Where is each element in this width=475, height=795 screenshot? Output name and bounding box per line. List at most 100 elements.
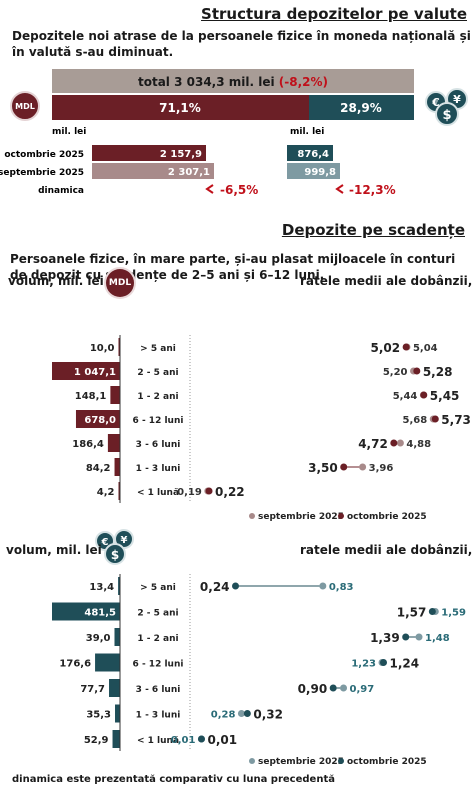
maturity-category-label: < 1 lună [137,488,179,498]
rate-label-oct: 0,90 [298,682,328,696]
volume-bar [114,458,120,476]
volume-bar [95,653,120,672]
mdl-share-label: 71,1% [159,101,201,115]
rate-label-sep: 4,88 [406,439,431,450]
fx-rates-label: ratele medii ale dobânzii, % [300,543,475,557]
svg-text:€: € [431,96,440,109]
maturity-category-label: < 1 lună [137,736,179,746]
down-arrow-icon [205,184,214,194]
rate-point-oct [379,659,387,666]
mdl-oct-value: 2 157,9 [160,149,202,160]
volume-value-label: 77,7 [80,684,105,695]
volume-value-label: 52,9 [84,735,109,746]
maturity-category-label: 3 - 6 luni [136,685,181,695]
rate-point-oct [205,487,213,495]
mdl-volume-label: volum, mil. lei [8,274,104,288]
mdl-maturity-chart: 10,0 > 5 ani 1 047,1 2 - 5 ani 148,1 1 - 2 an… [52,335,471,522]
mdl-share-bar [52,95,309,120]
legend-marker-oct [338,513,344,519]
volume-value-label: 35,3 [86,710,111,721]
svg-text:€: € [101,537,109,548]
fx-maturity-chart: 13,4 > 5 ani 481,5 2 - 5 ani 39,0 1 - 2 ani 17… [52,574,466,767]
volume-bar [110,386,120,404]
maturity-category-label: 6 - 12 luni [133,416,184,426]
fx-share-label: 28,9% [340,101,382,115]
volume-bar [118,577,120,595]
unit-mdl: mil. lei [52,127,86,137]
legend-label-oct: octombrie 2025 [347,757,427,767]
rate-point-oct [197,735,205,743]
rate-label-oct: 5,02 [371,341,401,355]
volume-value-label: 176,6 [59,659,91,670]
rate-label-sep: 0,28 [211,710,236,721]
total-bar [52,69,414,93]
rate-point-oct [232,582,240,590]
rate-point-sep [359,463,367,471]
svg-text:$: $ [111,548,119,562]
volume-value-label: 39,0 [86,633,111,644]
rate-label-sep: 5,68 [403,415,428,426]
rate-label-oct: 1,39 [370,631,400,645]
rate-label-sep: 5,44 [393,391,418,402]
rate-label-oct: 3,50 [308,461,338,475]
volume-bar [75,410,120,428]
maturity-category-label: 1 - 3 luni [136,711,181,721]
rate-label-sep: 5,20 [383,367,408,378]
rate-label-oct: 5,28 [423,365,453,379]
rate-point-oct [402,633,410,641]
legend-marker-oct [338,758,344,764]
rate-point-oct [340,463,348,471]
legend-label-sep: septembrie 2025 [258,512,344,522]
maturity-category-label: > 5 ani [140,344,176,354]
rate-point-oct [390,439,398,447]
fx-currency-icon: € ¥ $ [95,529,134,565]
volume-bar [115,704,120,723]
volume-bar [107,434,120,452]
down-arrow-icon [335,184,344,194]
maturity-category-label: 1 - 3 luni [136,464,181,474]
rate-label-sep: 3,96 [369,463,394,474]
volume-value-label: 13,4 [89,582,114,593]
rate-point-sep [415,633,423,641]
volume-bar [118,482,120,500]
row-label-oct: octombrie 2025 [4,150,84,160]
mdl-oct-bar [92,145,206,161]
volume-value-label: 84,2 [86,463,111,474]
maturity-category-label: > 5 ani [140,583,176,593]
mdl-sep-value: 2 307,1 [168,167,210,178]
rate-label-sep: 5,04 [413,343,438,354]
volume-bar [118,338,120,356]
volume-bar [52,602,120,621]
fx-dynamics: -12,3% [349,183,396,197]
volume-bar [112,730,120,748]
rate-label-sep: 1,48 [425,633,450,644]
rate-label-sep: 1,23 [351,659,376,670]
maturity-category-label: 6 - 12 luni [133,660,184,670]
structure-subtitle: Depozitele noi atrase de la persoanele f… [12,29,471,59]
rate-label-oct: 1,24 [389,657,419,671]
structure-chart: MDL total 3 034,3 mil. lei (-8,2%) 71,1%… [0,69,468,197]
mdl-badge-text: MDL [15,102,35,111]
unit-fx: mil. lei [290,127,324,137]
rate-label-sep: 0,01 [171,735,196,746]
volume-bar [52,362,120,380]
maturity-category-label: 2 - 5 ani [137,368,178,378]
footnote: dinamica este prezentată comparativ cu l… [12,774,335,785]
rate-label-oct: 4,72 [358,437,388,451]
rate-label-oct: 5,45 [430,389,460,403]
volume-value-label: 10,0 [90,343,115,354]
volume-value-label: 678,0 [84,415,116,426]
mdl-badge-label: MDL [108,278,132,288]
rate-point-oct [402,343,410,351]
fx-volume-label: volum, mil. lei [6,543,102,557]
maturity-title: Depozite pe scadențe [281,221,465,239]
legend-label-sep: septembrie 2025 [258,757,344,767]
rate-label-oct: 0,22 [215,485,245,499]
rate-label-oct: 0,32 [253,708,283,722]
fx-currency-icon: € ¥ $ [425,88,468,126]
rate-point-sep [340,684,348,692]
rate-label-sep: 0,97 [350,684,375,695]
rate-point-sep [237,710,245,717]
rate-label-oct: 0,01 [207,733,237,747]
volume-bar [109,679,120,697]
